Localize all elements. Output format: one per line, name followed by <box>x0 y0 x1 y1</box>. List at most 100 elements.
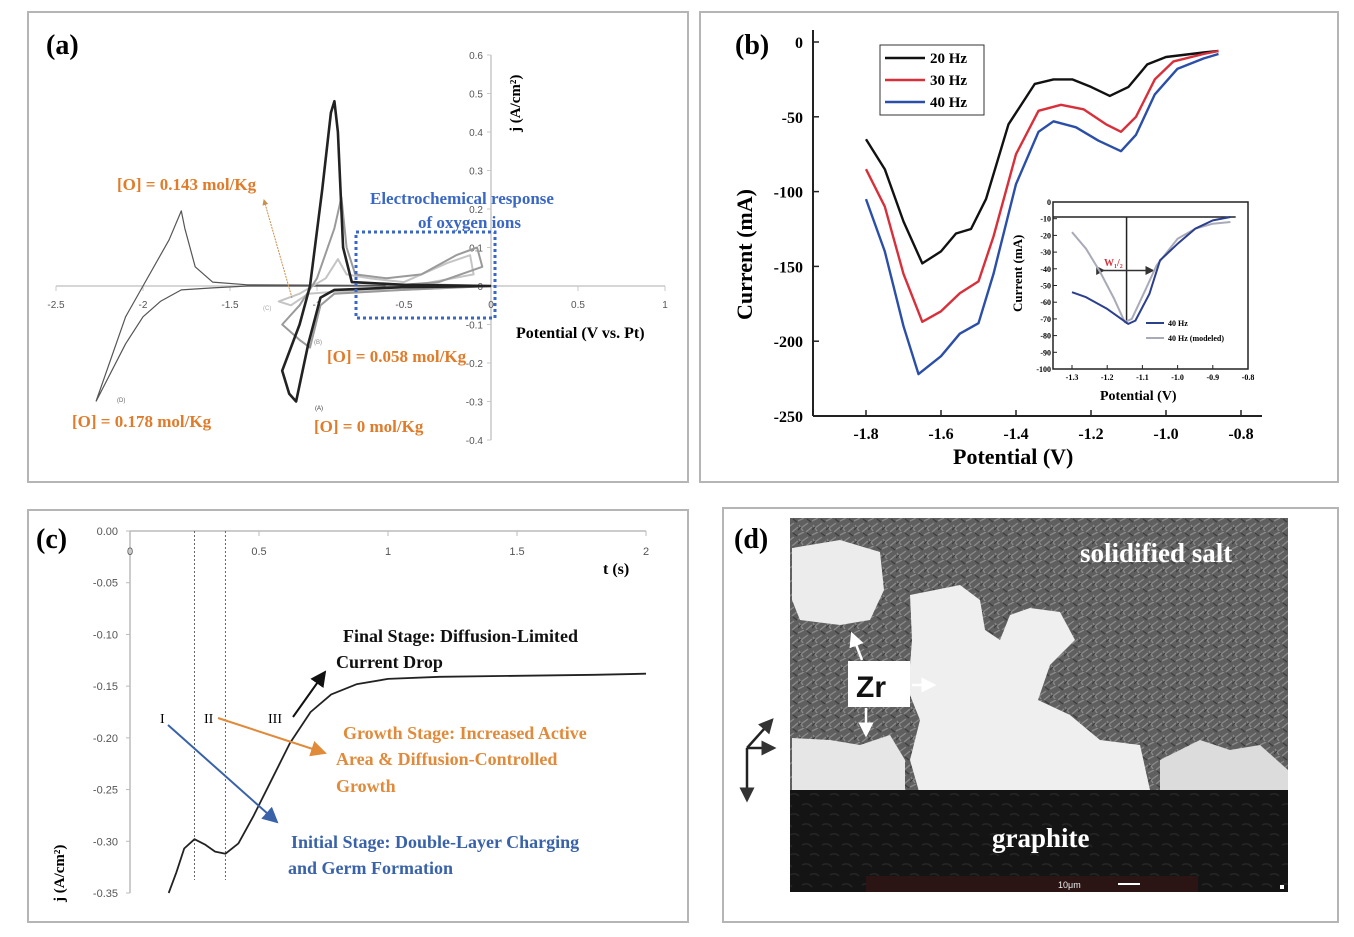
b-x-tick-label: -1.6 <box>928 426 953 443</box>
b-x-tick-label: -1.0 <box>1153 426 1178 443</box>
oxygen-response-box <box>354 230 497 320</box>
c-series-current <box>167 672 647 894</box>
a-y-tick-label: 0.1 <box>469 244 483 255</box>
sem-zr-center <box>908 585 1150 798</box>
panel-a-frame <box>27 11 689 483</box>
panel-b-chart: (b) -1.8 -1.6 -1.4 -1.2 -1.0 -0.80-50-100-150… <box>732 30 1262 469</box>
sem-zr-right <box>1160 740 1288 800</box>
a-x-tick-label: 0 <box>488 300 494 311</box>
oxygen-response-title-1: Electrochemical response <box>370 189 554 208</box>
tag-C: (C) <box>263 306 271 312</box>
inset-x-tick-label: -0.9 <box>1206 373 1219 382</box>
c-y-tick-label: -0.05 <box>93 578 118 590</box>
inset-y-tick-label: -30 <box>1040 248 1051 257</box>
label-0: [O] = 0 mol/Kg <box>314 417 424 436</box>
zr-arrow-up <box>849 631 864 661</box>
oxygen-response-title-2: of oxygen ions <box>418 213 521 232</box>
sem-corner-mark <box>1280 885 1284 889</box>
c-xlabel: t (s) <box>603 561 629 578</box>
inset-w12: W₁/₂ <box>1104 258 1123 269</box>
final-stage-2: Current Drop <box>336 652 443 672</box>
inset-y-tick-label: -100 <box>1036 365 1051 374</box>
tag-B: (B) <box>314 340 322 346</box>
c-y-tick-label: -0.15 <box>93 681 118 693</box>
inset-y-tick-label: -20 <box>1040 231 1051 240</box>
inset-y-tick-label: -70 <box>1040 315 1051 324</box>
a-y-tick-label: -0.2 <box>466 359 484 370</box>
a-y-tick-label: 0 <box>477 282 483 293</box>
inset-y-tick-label: -60 <box>1040 298 1051 307</box>
c-y-tick-label: -0.20 <box>93 733 118 745</box>
sem-graphite-region <box>790 790 1288 892</box>
b-y-tick-label: -150 <box>774 259 803 276</box>
b-legend-label: 30 Hz <box>930 73 967 89</box>
a-y-tick-label: 0.4 <box>469 128 483 139</box>
panel-d-frame <box>722 507 1339 923</box>
c-y-tick-label: -0.25 <box>93 785 118 797</box>
a-series-D <box>95 210 492 402</box>
a-xlabel: Potential (V vs. Pt) <box>516 325 645 342</box>
label-0143: [O] = 0.143 mol/Kg <box>117 175 257 194</box>
inset-x-tick-label: -1.3 <box>1066 373 1079 382</box>
a-y-tick-label: -0.3 <box>466 398 484 409</box>
c-y-tick-label: -0.30 <box>93 836 118 848</box>
inset-x-tick-label: -1.0 <box>1171 373 1184 382</box>
inset-y-tick-label: -40 <box>1040 265 1051 274</box>
c-x-tick-label: 1.5 <box>509 546 524 558</box>
solidified-salt-label: solidified salt <box>1080 538 1232 568</box>
panel-b-label: (b) <box>735 30 769 61</box>
stage-I: I <box>160 712 165 727</box>
growth-stage-3: Growth <box>336 776 396 796</box>
b-y-tick-label: -200 <box>774 334 803 351</box>
b-xlabel: Potential (V) <box>953 444 1073 469</box>
b-legend: 20 Hz 30 Hz 40 Hz <box>879 44 985 116</box>
arrow-final <box>292 670 327 718</box>
a-y-tick-label: 0.3 <box>469 167 483 178</box>
sem-zr-bottom <box>792 735 905 790</box>
inset-x-tick-label: -1.2 <box>1101 373 1114 382</box>
inset-legend-label: 40 Hz (modeled) <box>1168 334 1224 343</box>
tag-D: (D) <box>117 398 125 404</box>
zr-label-box <box>848 661 910 707</box>
sem-zr-left <box>792 540 884 625</box>
inset-y-tick-label: 0 <box>1047 198 1051 207</box>
inset-series-measured <box>1071 216 1231 325</box>
arrow-growth <box>217 717 327 757</box>
label-0178: [O] = 0.178 mol/Kg <box>72 412 212 431</box>
b-y-tick-label: -50 <box>782 110 803 127</box>
a-x-tick-label: -2.5 <box>47 300 65 311</box>
b-legend-label: 20 Hz <box>930 51 967 67</box>
panel-c-frame <box>27 509 689 923</box>
b-x-tick-label: -1.2 <box>1078 426 1103 443</box>
c-y-tick-label: 0.00 <box>97 526 118 538</box>
inset-y-tick-label: -90 <box>1040 348 1051 357</box>
a-x-tick-label: 0.5 <box>571 300 585 311</box>
a-y-tick-label: -0.4 <box>466 436 484 447</box>
c-x-tick-label: 2 <box>643 546 649 558</box>
panel-d-micrograph: (d) 10μm solidified salt graphite Zr <box>734 518 1288 892</box>
b-y-tick-label: -100 <box>774 185 803 202</box>
panel-d-label: (d) <box>734 524 768 555</box>
a-ylabel: j (A/cm²) <box>508 75 524 133</box>
a-series-A <box>280 99 492 403</box>
inset-y-tick-label: -10 <box>1040 215 1051 224</box>
tag-A: (A) <box>315 406 323 412</box>
b-inset: -1.3 -1.2 -1.1 -1.0 -0.9 -0.8 0 -10 -20 -30 -40 -50… <box>1010 198 1254 404</box>
stage-II: II <box>204 712 214 727</box>
c-x-tick-label: 0 <box>127 546 133 558</box>
panel-c-label: (c) <box>36 524 67 555</box>
label-0058: [O] = 0.058 mol/Kg <box>327 347 467 366</box>
stage-III: III <box>268 712 282 727</box>
b-x-tick-label: -1.8 <box>853 426 878 443</box>
a-series-C <box>277 254 492 307</box>
panel-a-chart: (a) -2.5 -2 -1.5 -1 -0.5 0 0.5 1-0.4-0.3-0.2-0.… <box>46 30 668 447</box>
a-y-tick-label: -0.1 <box>466 321 484 332</box>
arrow-initial <box>167 724 279 824</box>
inset-x-tick-label: -0.8 <box>1242 373 1255 382</box>
b-series-30hz <box>864 49 1219 323</box>
b-legend-label: 40 Hz <box>930 95 967 111</box>
scale-bar-label: 10μm <box>1058 880 1081 890</box>
a-y-tick-label: 0.2 <box>469 205 483 216</box>
a-y-tick-label: 0.6 <box>469 51 483 62</box>
